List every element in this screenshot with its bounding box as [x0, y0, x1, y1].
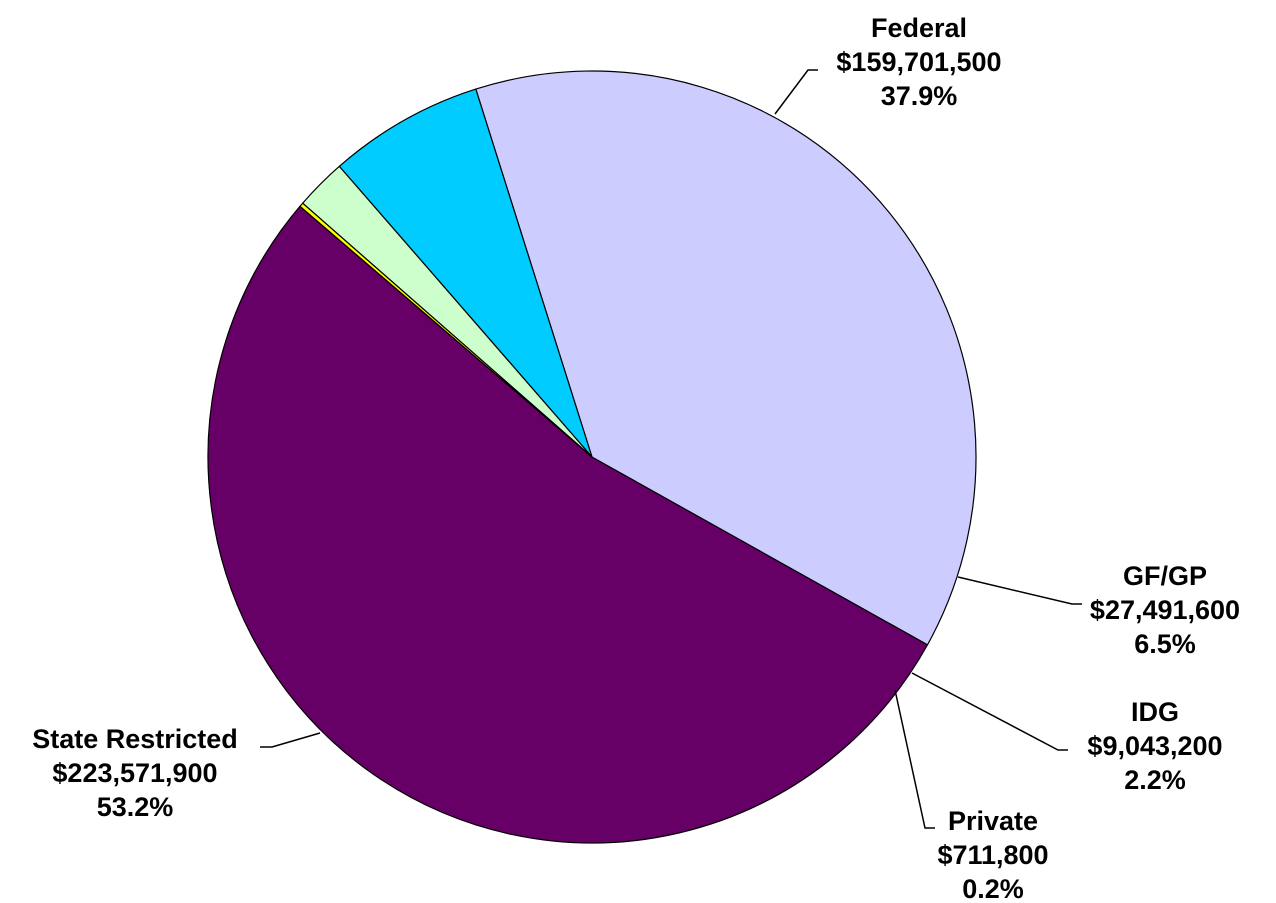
- data-label-gf-gp-percent: 6.5%: [1134, 629, 1196, 659]
- leader-line-state-restricted: [260, 732, 321, 748]
- data-label-private-percent: 0.2%: [962, 874, 1024, 903]
- data-label-federal-percent: 37.9%: [881, 81, 958, 111]
- data-labels: State Restricted $223,571,900 53.2% Federal…: [32, 13, 1240, 903]
- data-label-private-value: $711,800: [937, 840, 1048, 870]
- leader-line-idg: [911, 672, 1068, 751]
- data-label-idg-value: $9,043,200: [1087, 731, 1222, 761]
- data-label-state-restricted-value: $223,571,900: [52, 758, 217, 788]
- pie-slice-gf-gp: [338, 88, 593, 458]
- data-label-idg-name: IDG: [1131, 697, 1179, 727]
- leader-line-federal: [774, 69, 818, 115]
- data-label-idg-percent: 2.2%: [1124, 765, 1186, 795]
- data-label-state-restricted-percent: 53.2%: [97, 792, 174, 822]
- data-label-private-name: Private: [948, 806, 1038, 836]
- data-label-gf-gp-value: $27,491,600: [1090, 595, 1240, 625]
- pie-slices: [207, 70, 977, 844]
- data-label-federal-name: Federal: [871, 13, 967, 43]
- leader-line-gf-gp: [957, 576, 1082, 605]
- leader-lines: [260, 69, 1082, 829]
- data-label-federal-value: $159,701,500: [836, 47, 1001, 77]
- leader-line-private: [894, 689, 935, 829]
- data-label-gf-gp-name: GF/GP: [1123, 561, 1207, 591]
- pie-slice-state-restricted: [207, 205, 929, 844]
- pie-slice-private: [299, 202, 593, 458]
- pie-slice-federal: [475, 70, 977, 646]
- data-label-state-restricted-name: State Restricted: [32, 724, 238, 754]
